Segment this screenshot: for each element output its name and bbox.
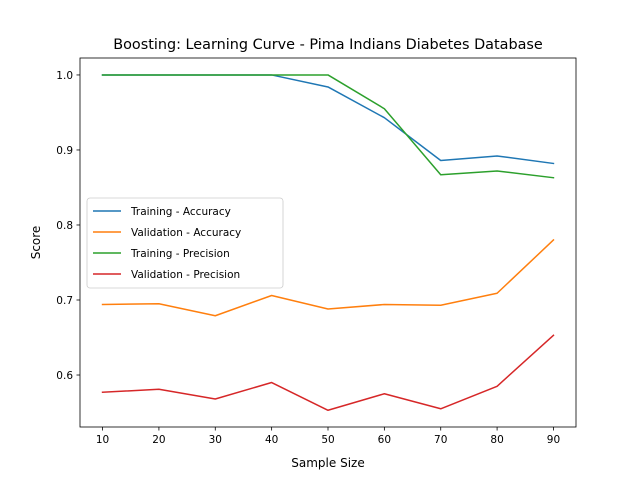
x-tick-label: 80 [490,434,503,446]
legend-label: Validation - Accuracy [131,227,241,239]
x-tick-label: 40 [265,434,278,446]
y-tick-label: 1.0 [56,70,73,82]
series-line-4 [101,334,555,412]
series-line-2 [101,238,555,317]
x-axis-label: Sample Size [291,456,364,470]
plot-frame [79,57,577,428]
series-line-3 [101,74,555,179]
legend: Training - Accuracy Validation - Accuracy… [86,197,284,289]
series-lines [101,74,555,412]
x-tick-label: 10 [96,434,109,446]
y-tick-label: 0.8 [56,220,73,232]
x-tick-label: 60 [378,434,391,446]
legend-box [86,197,284,289]
x-tick-label: 70 [434,434,447,446]
x-tick-label: 50 [321,434,334,446]
y-tick-label: 0.9 [56,145,73,157]
y-tick-label: 0.6 [56,370,73,382]
y-tick-label: 0.7 [56,295,73,307]
y-axis-ticks: 0.6 0.7 0.8 0.9 1.0 [56,70,80,382]
x-tick-label: 20 [152,434,165,446]
legend-label: Training - Accuracy [130,206,231,218]
x-tick-label: 90 [547,434,560,446]
legend-label: Validation - Precision [131,269,240,281]
x-tick-label: 30 [209,434,222,446]
x-axis-ticks: 10 20 30 40 50 60 70 80 90 [96,427,560,446]
chart-title: Boosting: Learning Curve - Pima Indians … [113,37,543,53]
legend-label: Training - Precision [130,248,230,260]
y-axis-label: Score [29,226,43,260]
